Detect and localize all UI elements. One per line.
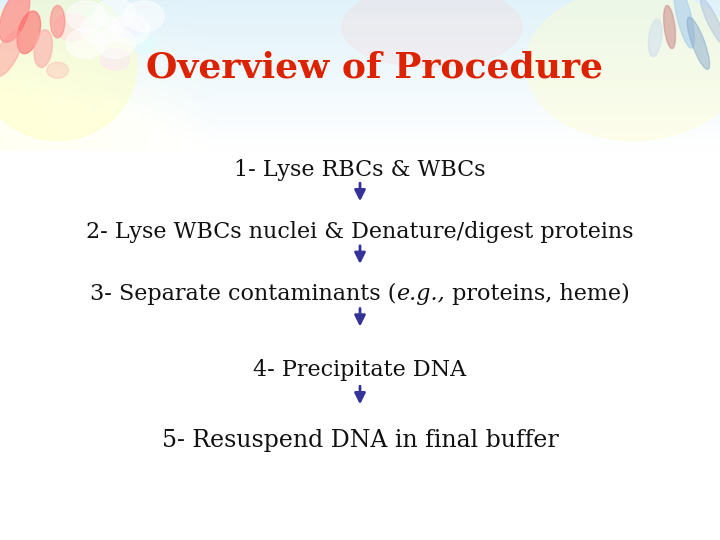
Ellipse shape [687,17,710,69]
Ellipse shape [701,0,720,44]
Circle shape [47,62,68,78]
Text: 5- Resuspend DNA in final buffer: 5- Resuspend DNA in final buffer [161,429,559,451]
Circle shape [101,49,130,70]
Ellipse shape [526,0,720,140]
Circle shape [115,16,144,38]
Ellipse shape [0,0,137,140]
Circle shape [66,1,107,31]
Circle shape [66,28,107,58]
Text: 4- Precipitate DNA: 4- Precipitate DNA [253,359,467,381]
Circle shape [124,1,164,31]
Text: Overview of Procedure: Overview of Procedure [146,51,603,84]
Text: 2- Lyse WBCs nuclei & Denature/digest proteins: 2- Lyse WBCs nuclei & Denature/digest pr… [86,221,634,243]
Text: 1- Lyse RBCs & WBCs: 1- Lyse RBCs & WBCs [234,159,486,181]
Circle shape [109,15,150,45]
Ellipse shape [649,19,662,57]
Ellipse shape [17,11,40,53]
Ellipse shape [0,31,22,77]
Circle shape [131,33,157,53]
Circle shape [95,0,135,29]
Circle shape [54,14,90,40]
Ellipse shape [342,0,522,68]
Circle shape [81,15,121,45]
Text: e.g.,: e.g., [397,284,445,305]
Circle shape [95,28,135,58]
Ellipse shape [34,30,53,68]
Text: 3- Separate contaminants (: 3- Separate contaminants ( [90,284,397,305]
Circle shape [73,39,99,58]
Circle shape [85,4,117,28]
Text: proteins, heme): proteins, heme) [445,284,630,305]
Ellipse shape [674,0,694,48]
Ellipse shape [664,5,675,49]
Ellipse shape [50,5,65,38]
Ellipse shape [0,0,30,43]
